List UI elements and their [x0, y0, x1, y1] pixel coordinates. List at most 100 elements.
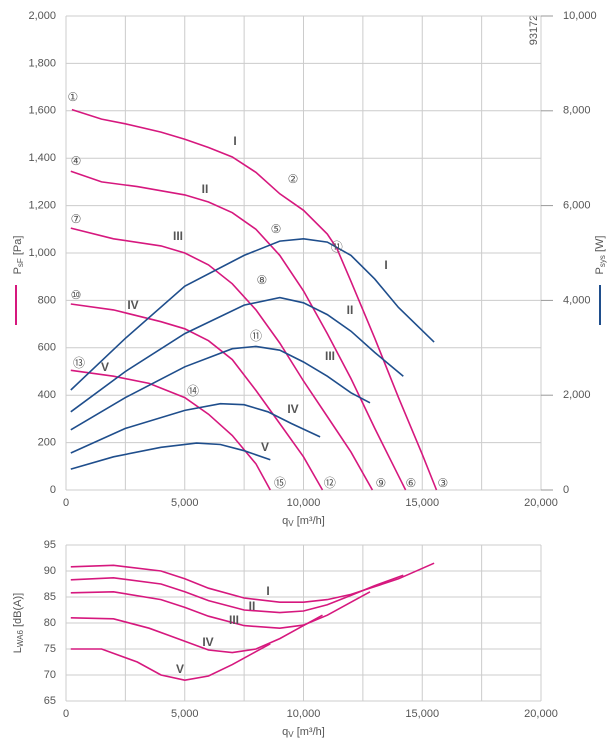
axis-label: qV [m³/h] — [282, 515, 325, 528]
annotation: ⑩ — [71, 288, 82, 302]
x-tick-label: 15,000 — [405, 497, 439, 509]
annotation: ④ — [71, 154, 82, 168]
y2-tick-label: 10,000 — [563, 10, 597, 22]
axis-label-sub: V — [288, 730, 294, 739]
annotation: ⑭ — [187, 384, 199, 398]
curve — [70, 296, 404, 413]
annotation: ⑨ — [376, 476, 387, 490]
annotation: ③ — [438, 476, 449, 490]
y2-tick-label: 6,000 — [563, 200, 591, 212]
y-tick-label: 65 — [44, 695, 56, 707]
figure-id: 93172 — [528, 15, 540, 46]
axis-label-sub: sys — [598, 255, 607, 267]
curve — [70, 562, 435, 603]
y-tick-label: 800 — [38, 294, 56, 306]
curve-label: IV — [127, 298, 138, 312]
axis-label-unit: [m³/h] — [294, 726, 325, 738]
axis-label-unit: [m³/h] — [294, 515, 325, 527]
axis-label-main: q — [282, 726, 288, 738]
annotation: ⑧ — [257, 273, 268, 287]
curve — [70, 237, 435, 391]
x-tick-label: 0 — [63, 497, 69, 509]
annotation: ⑥ — [405, 476, 416, 490]
y-tick-label: 0 — [50, 484, 56, 496]
annotation: ⑫ — [324, 476, 336, 490]
y-tick-label: 90 — [44, 565, 56, 577]
x-tick-label: 15,000 — [405, 708, 439, 720]
curve — [70, 170, 407, 491]
axis-label-main: P — [594, 267, 606, 274]
curve — [70, 227, 374, 491]
x-tick-label: 10,000 — [287, 708, 321, 720]
curve-label: IV — [287, 402, 298, 416]
y-tick-label: 1,800 — [28, 57, 56, 69]
annotation: ⑦ — [71, 212, 82, 226]
x-tick-label: 5,000 — [171, 708, 199, 720]
y-tick-label: 70 — [44, 669, 56, 681]
y-tick-label: 600 — [38, 342, 56, 354]
y-tick-label: 400 — [38, 389, 56, 401]
curve-label: II — [202, 182, 209, 196]
curve-label: V — [261, 440, 269, 454]
y-tick-label: 80 — [44, 617, 56, 629]
curve-label: IV — [202, 635, 213, 649]
y2-tick-label: 2,000 — [563, 389, 591, 401]
annotation: ⑮ — [274, 476, 286, 490]
axis-label-unit: [W] — [594, 236, 606, 256]
y-tick-label: 85 — [44, 591, 56, 603]
y2-tick-label: 0 — [563, 484, 569, 496]
y-tick-label: 75 — [44, 643, 56, 655]
axis-label-unit: [dB(A)] — [12, 593, 24, 630]
annotation: ⑬ — [73, 356, 85, 370]
axis-label-main: q — [282, 515, 288, 527]
x-tick-label: 20,000 — [524, 497, 558, 509]
curve — [70, 590, 371, 630]
curve-label: III — [229, 613, 239, 627]
curve — [70, 442, 271, 470]
axis-label-sub: sF — [16, 258, 25, 267]
y-tick-label: 1,600 — [28, 105, 56, 117]
curve — [70, 303, 324, 491]
axis-label-main: P — [12, 267, 24, 274]
axis-label: Psys [W] — [594, 236, 607, 275]
annotation: ⑪ — [250, 329, 262, 343]
y-tick-label: 1,200 — [28, 200, 56, 212]
curve — [70, 402, 321, 454]
axis-label-main: L — [12, 647, 24, 653]
y2-tick-label: 8,000 — [563, 105, 591, 117]
curve-label: V — [176, 662, 184, 676]
axis-label-unit: [Pa] — [12, 236, 24, 259]
annotation: ⑪ — [331, 240, 343, 254]
axis-label: LWA6 [dB(A)] — [12, 593, 25, 653]
curve — [70, 614, 323, 654]
y-tick-label: 1,400 — [28, 152, 56, 164]
annotation: ⑤ — [271, 222, 282, 236]
axis-label: qV [m³/h] — [282, 726, 325, 739]
axis-label: PsF [Pa] — [12, 236, 25, 275]
curve — [70, 643, 271, 682]
curve — [70, 574, 404, 614]
curve-label: III — [325, 349, 335, 363]
axis-label-sub: WA6 — [16, 630, 25, 648]
curve-label: V — [101, 360, 109, 374]
annotation: ① — [68, 90, 79, 104]
curve — [70, 345, 371, 431]
x-tick-label: 5,000 — [171, 497, 199, 509]
y-tick-label: 2,000 — [28, 10, 56, 22]
curve-label: I — [384, 258, 387, 272]
annotation: ② — [288, 172, 299, 186]
curve-label: II — [347, 303, 354, 317]
curve-label: I — [266, 584, 269, 598]
x-tick-label: 10,000 — [287, 497, 321, 509]
y2-tick-label: 4,000 — [563, 294, 591, 306]
curve-label: II — [249, 599, 256, 613]
x-tick-label: 20,000 — [524, 708, 558, 720]
curve-label: III — [173, 229, 183, 243]
y-tick-label: 1,000 — [28, 247, 56, 259]
curve — [70, 369, 272, 491]
curve-label: I — [233, 134, 236, 148]
x-tick-label: 0 — [63, 708, 69, 720]
y-tick-label: 95 — [44, 539, 56, 551]
